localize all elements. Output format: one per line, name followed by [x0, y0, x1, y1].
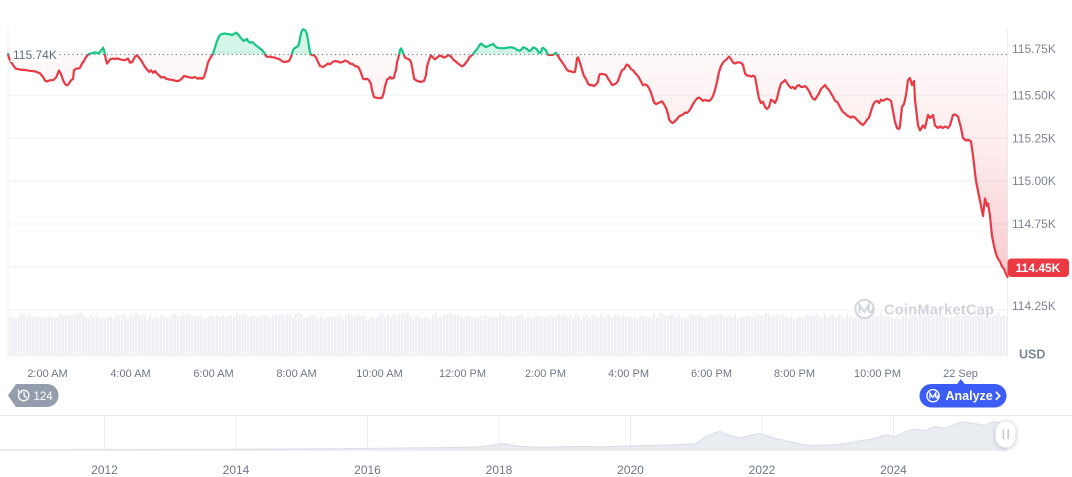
svg-text:6:00 PM: 6:00 PM: [691, 368, 732, 380]
svg-text:8:00 PM: 8:00 PM: [774, 368, 815, 380]
svg-text:Analyze: Analyze: [946, 389, 993, 403]
svg-text:114.25K: 114.25K: [1012, 299, 1056, 313]
svg-text:115.00K: 115.00K: [1012, 174, 1056, 188]
svg-text:114.75K: 114.75K: [1012, 217, 1056, 231]
svg-text:2012: 2012: [91, 463, 118, 477]
svg-text:10:00 AM: 10:00 AM: [356, 368, 402, 380]
svg-text:115.25K: 115.25K: [1012, 132, 1056, 146]
svg-text:124: 124: [34, 391, 54, 403]
svg-text:115.74K: 115.74K: [13, 48, 57, 62]
svg-text:2014: 2014: [223, 463, 250, 477]
svg-text:6:00 AM: 6:00 AM: [193, 368, 233, 380]
svg-text:4:00 AM: 4:00 AM: [110, 368, 150, 380]
svg-text:114.45K: 114.45K: [1016, 261, 1061, 275]
svg-text:4:00 PM: 4:00 PM: [608, 368, 649, 380]
svg-text:115.50K: 115.50K: [1012, 89, 1056, 103]
svg-text:2022: 2022: [749, 463, 776, 477]
svg-text:8:00 AM: 8:00 AM: [276, 368, 316, 380]
svg-text:10:00 PM: 10:00 PM: [854, 368, 901, 380]
svg-text:22 Sep: 22 Sep: [943, 368, 978, 380]
svg-text:CoinMarketCap: CoinMarketCap: [884, 303, 994, 319]
svg-text:USD: USD: [1019, 348, 1045, 362]
svg-text:115.75K: 115.75K: [1012, 42, 1056, 56]
svg-text:2018: 2018: [486, 463, 513, 477]
svg-text:12:00 PM: 12:00 PM: [439, 368, 486, 380]
svg-text:2:00 PM: 2:00 PM: [525, 368, 566, 380]
svg-text:2:00 AM: 2:00 AM: [27, 368, 67, 380]
svg-text:2024: 2024: [880, 463, 907, 477]
svg-text:2020: 2020: [617, 463, 644, 477]
svg-text:2016: 2016: [354, 463, 381, 477]
